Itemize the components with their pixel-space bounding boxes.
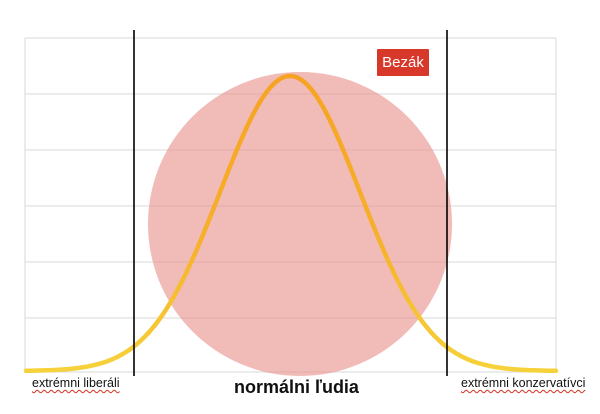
- bezak-badge: Bezák: [377, 49, 429, 76]
- label-extreme-liberals: extrémni liberáli: [32, 376, 120, 390]
- label-normal-people: normálni ľudia: [234, 377, 359, 397]
- label-extreme-conservatives-text: extrémni konzervatívci: [461, 376, 586, 390]
- bell-curve: [23, 73, 559, 374]
- normal-people-circle: [148, 72, 452, 376]
- label-extreme-liberals-text: extrémni liberáli: [32, 376, 120, 390]
- label-extreme-conservatives: extrémni konzervatívci: [461, 376, 585, 390]
